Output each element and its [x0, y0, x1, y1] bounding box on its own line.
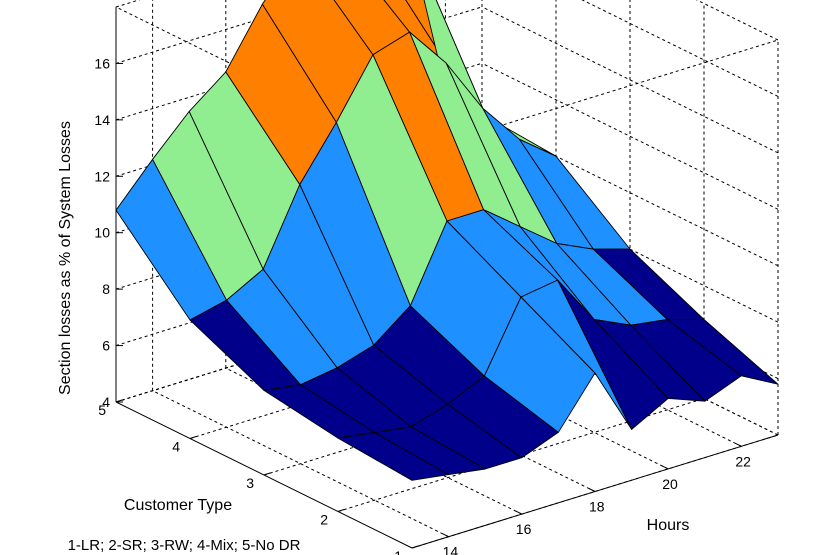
x-tick-label: 16 [516, 521, 532, 537]
z-tick-label: 14 [94, 112, 110, 128]
x-tick-label: 20 [662, 476, 678, 492]
grid-line-z-side [481, 288, 779, 436]
y-tick-mark [337, 509, 345, 512]
tick-labels: 46810121416123451416182022 [94, 55, 751, 555]
z-tick-label: 6 [102, 338, 110, 354]
x-tick-mark [442, 533, 449, 538]
y-tick-mark [189, 436, 197, 439]
axes-box-front [115, 7, 779, 549]
z-tick-label: 4 [102, 394, 110, 410]
x-tick-label: 14 [443, 544, 459, 555]
z-tick-label: 10 [94, 225, 110, 241]
grid-line-x-floor [152, 390, 449, 538]
grid-line-z-side [481, 119, 779, 267]
y-tick-mark [411, 545, 419, 549]
z-tick-label: 8 [102, 281, 110, 297]
z-tick-label: 16 [94, 55, 110, 71]
surface-plot [115, 0, 779, 481]
x-tick-label: 18 [589, 499, 605, 515]
y-tick-label: 2 [320, 512, 328, 528]
y-tick-label: 3 [246, 475, 254, 491]
grid-line-z-side [481, 175, 779, 323]
grid-line-x-floor [298, 345, 596, 492]
z-axis-title: Section losses as % of System Losses [57, 121, 74, 395]
surface-patch [666, 319, 779, 385]
x-tick-mark [661, 465, 669, 470]
grid-line-z-side [481, 62, 779, 210]
x-tick-label: 22 [735, 453, 751, 469]
y-tick-label: 4 [172, 439, 180, 455]
y-tick-mark [263, 472, 271, 476]
customer-type-legend-note: 1-LR; 2-SR; 3-RW; 4-Mix; 5-No DR [68, 537, 301, 554]
box-edge [411, 39, 779, 154]
box-edge [695, 0, 779, 41]
x-tick-mark [588, 488, 596, 492]
y-tick-mark [115, 399, 123, 403]
z-tick-label: 12 [94, 168, 110, 184]
x-axis-title: Hours [647, 517, 690, 534]
y-tick-label: 1 [394, 548, 402, 555]
grid-line-z-side [581, 0, 779, 97]
x-tick-mark [515, 510, 523, 515]
y-axis-title: Customer Type [124, 497, 232, 514]
y-tick-label: 5 [98, 402, 106, 418]
x-tick-mark [735, 442, 742, 447]
grid-line-z-side [481, 6, 779, 154]
grid-line-x-floor [445, 299, 742, 447]
grid-line-x-floor [225, 367, 523, 515]
grid-line-x-floor [371, 322, 669, 470]
